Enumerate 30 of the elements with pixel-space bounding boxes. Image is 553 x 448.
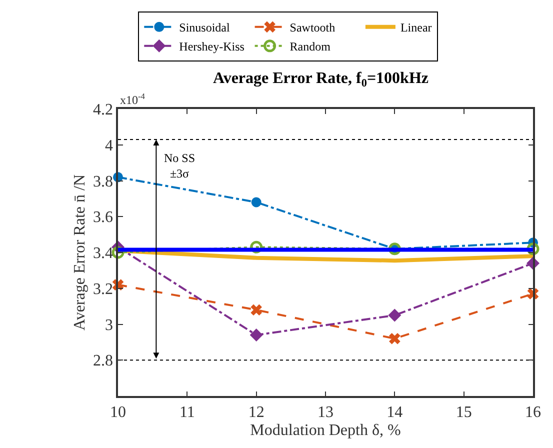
point bbox=[250, 328, 263, 342]
x-tick-label: 13 bbox=[318, 404, 334, 421]
chart-title: Average Error Rate, f$_{0}$=100kHz bbox=[212, 70, 429, 90]
y-tick-label: 3.2 bbox=[93, 280, 114, 298]
y-axis-title: Average Error Rate n̄ /N bbox=[71, 174, 88, 331]
legend-label: Hershey-Kiss bbox=[179, 40, 245, 54]
legend-label: Sawtooth bbox=[290, 20, 336, 35]
point bbox=[250, 304, 262, 316]
x-tick-label: 15 bbox=[456, 404, 472, 421]
legend-label: Sinusoidal bbox=[179, 20, 230, 35]
x-axis-title: Modulation Depth δ, % bbox=[250, 422, 401, 440]
y-tick-label: 3.4 bbox=[93, 245, 114, 262]
y-tick-label: 4 bbox=[105, 137, 114, 154]
x-tick-label: 11 bbox=[179, 404, 195, 421]
y-tick-label: 2.8 bbox=[93, 352, 114, 370]
y-tick-label: 3.8 bbox=[93, 173, 114, 190]
x-tick-label: 14 bbox=[386, 404, 403, 421]
point bbox=[251, 197, 262, 208]
x-tick-label: 12 bbox=[248, 404, 264, 421]
legend-label: Linear bbox=[400, 20, 432, 35]
x-tick-label: 16 bbox=[525, 404, 541, 421]
y-tick-label: 3 bbox=[105, 316, 114, 334]
point bbox=[388, 308, 402, 322]
legend-label: Random bbox=[290, 40, 332, 54]
annotation: No SS ±3σ bbox=[164, 151, 196, 181]
x-tick-label: 10 bbox=[110, 404, 126, 421]
text: x10$^{-4}$ bbox=[120, 92, 146, 108]
point bbox=[389, 332, 400, 344]
y-tick-label: 3.6 bbox=[93, 209, 114, 226]
y-tick-label: 4.2 bbox=[93, 102, 114, 119]
